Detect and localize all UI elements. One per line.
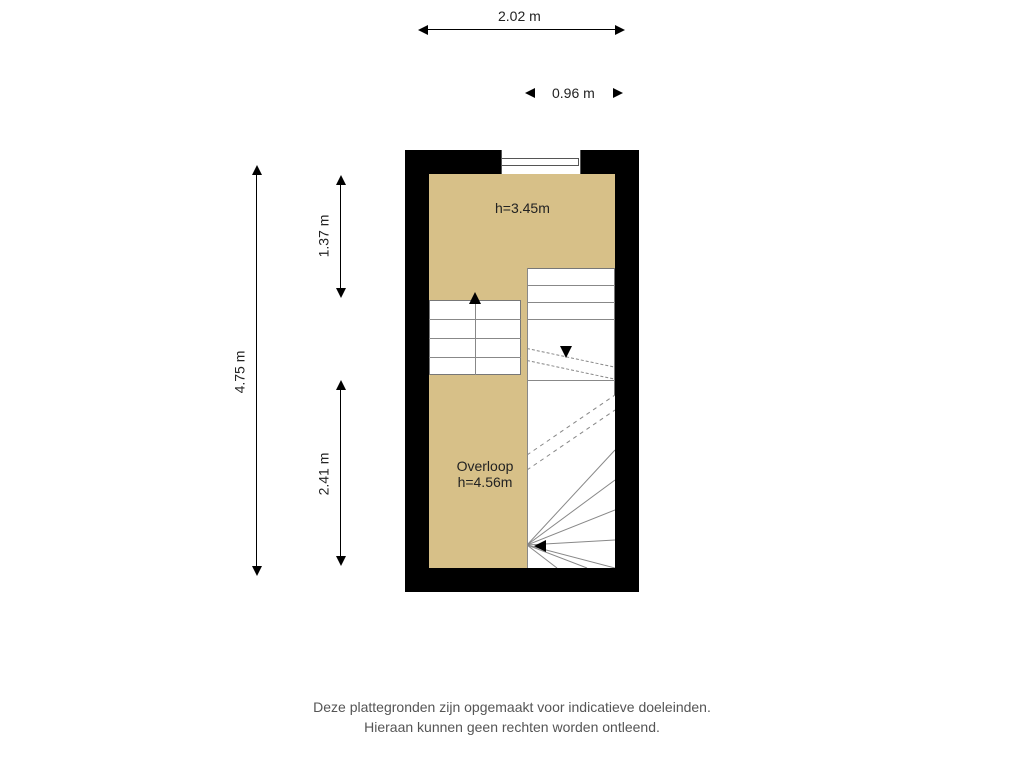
dim-top-inner-arrow-left <box>525 88 535 98</box>
stair-main-bottom-arrow-icon <box>534 540 546 552</box>
overloop-label: Overloop h=4.56m <box>450 458 520 490</box>
dim-left-inner-bottom-arrow-up <box>336 380 346 390</box>
dim-top-outer-line <box>428 29 615 30</box>
dim-left-inner-top-arrow-up <box>336 175 346 185</box>
footer-line-1: Deze plattegronden zijn opgemaakt voor i… <box>0 698 1024 718</box>
dim-left-inner-bottom-label: 2.41 m <box>315 453 331 496</box>
dim-left-outer-line <box>256 175 257 566</box>
dim-top-outer-arrow-left <box>418 25 428 35</box>
dim-left-outer-arrow-up <box>252 165 262 175</box>
dim-left-inner-top-line <box>340 185 341 288</box>
upper-room-height-label: h=3.45m <box>495 200 550 216</box>
dim-left-inner-bottom-arrow-down <box>336 556 346 566</box>
stair-small-arrow-icon <box>469 292 481 304</box>
footer: Deze plattegronden zijn opgemaakt voor i… <box>0 698 1024 737</box>
dim-left-outer-arrow-down <box>252 566 262 576</box>
dim-top-outer-arrow-right <box>615 25 625 35</box>
dim-left-outer-label: 4.75 m <box>231 351 247 394</box>
stair-main-top-s3 <box>527 319 615 320</box>
dim-left-inner-bottom-line <box>340 390 341 556</box>
footer-line-2: Hieraan kunnen geen rechten worden ontle… <box>0 718 1024 738</box>
window-frame <box>501 158 579 166</box>
stair-main-top-s1 <box>527 285 615 286</box>
dim-top-inner-label: 0.96 m <box>552 85 595 101</box>
overloop-name: Overloop <box>450 458 520 474</box>
floorplan-canvas: 2.02 m 0.96 m 4.75 m 1.37 m 2.41 m h=3.4… <box>0 0 1024 768</box>
stair-main-top-s5 <box>527 380 615 381</box>
overloop-height: h=4.56m <box>450 474 520 490</box>
dim-top-outer-label: 2.02 m <box>498 8 541 24</box>
dim-left-inner-top-arrow-down <box>336 288 346 298</box>
stair-main-top-s2 <box>527 302 615 303</box>
dim-top-inner-arrow-right <box>613 88 623 98</box>
stair-small-center <box>475 300 476 375</box>
stair-main-top-arrow-icon <box>560 346 572 358</box>
dim-left-inner-top-label: 1.37 m <box>315 215 331 258</box>
